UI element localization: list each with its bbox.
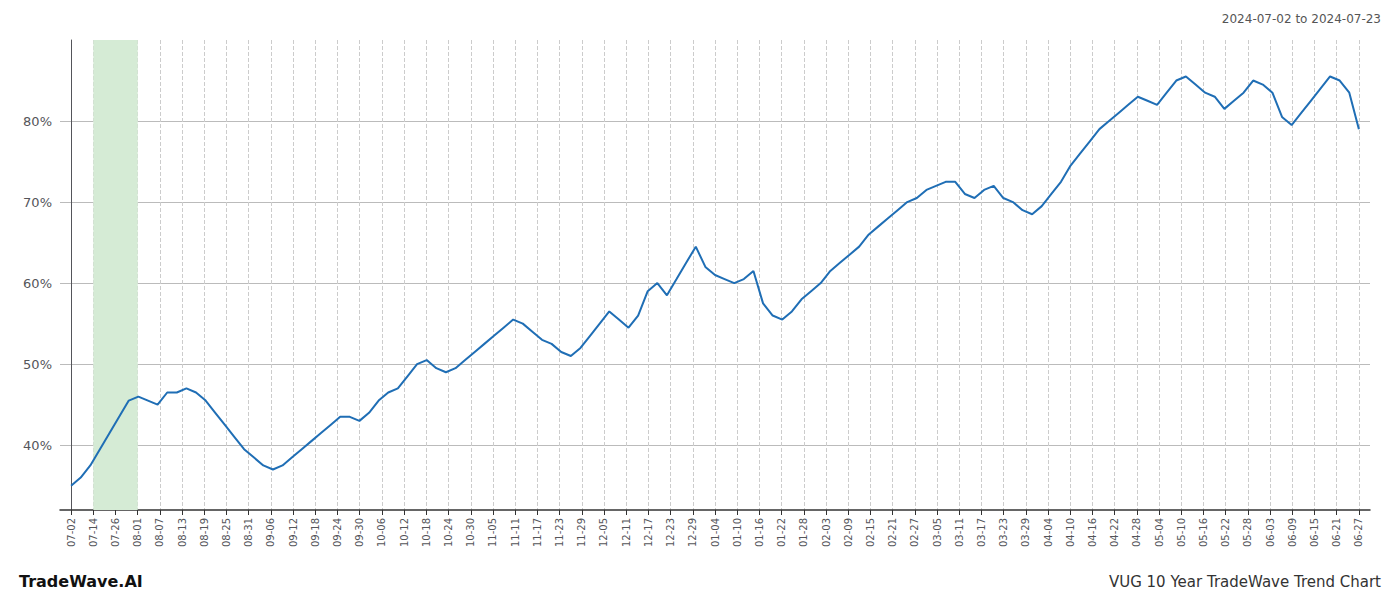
svg-text:04-22: 04-22 — [1109, 518, 1120, 547]
svg-text:10-30: 10-30 — [465, 518, 476, 547]
svg-text:05-22: 05-22 — [1220, 518, 1231, 547]
svg-text:12-17: 12-17 — [643, 518, 654, 547]
svg-text:03-23: 03-23 — [998, 518, 1009, 547]
svg-text:02-03: 02-03 — [821, 518, 832, 547]
svg-text:01-04: 01-04 — [710, 518, 721, 547]
svg-text:60%: 60% — [23, 276, 52, 291]
svg-text:06-03: 06-03 — [1265, 518, 1276, 547]
svg-text:11-29: 11-29 — [576, 518, 587, 547]
svg-text:02-27: 02-27 — [909, 518, 920, 547]
svg-text:04-28: 04-28 — [1131, 518, 1142, 547]
svg-text:09-18: 09-18 — [310, 518, 321, 547]
svg-text:06-27: 06-27 — [1353, 518, 1364, 547]
svg-text:07-02: 07-02 — [66, 518, 77, 547]
svg-text:08-31: 08-31 — [243, 518, 254, 547]
svg-text:10-18: 10-18 — [421, 518, 432, 547]
svg-text:40%: 40% — [23, 438, 52, 453]
svg-text:05-10: 05-10 — [1176, 518, 1187, 547]
svg-text:11-17: 11-17 — [532, 518, 543, 547]
svg-text:10-06: 10-06 — [376, 518, 387, 547]
svg-text:2024-07-02 to 2024-07-23: 2024-07-02 to 2024-07-23 — [1222, 12, 1381, 26]
svg-text:11-05: 11-05 — [487, 518, 498, 547]
svg-text:02-15: 02-15 — [865, 518, 876, 547]
svg-text:09-06: 09-06 — [265, 518, 276, 547]
svg-text:80%: 80% — [23, 114, 52, 129]
svg-text:01-28: 01-28 — [798, 518, 809, 547]
svg-text:09-12: 09-12 — [288, 518, 299, 547]
svg-text:07-26: 07-26 — [110, 518, 121, 547]
svg-text:05-16: 05-16 — [1198, 518, 1209, 547]
svg-text:01-16: 01-16 — [754, 518, 765, 547]
svg-text:06-21: 06-21 — [1331, 518, 1342, 547]
svg-text:05-04: 05-04 — [1154, 518, 1165, 547]
svg-text:10-24: 10-24 — [443, 518, 454, 547]
svg-text:11-23: 11-23 — [554, 518, 565, 547]
svg-text:12-23: 12-23 — [665, 518, 676, 547]
svg-text:03-17: 03-17 — [976, 518, 987, 547]
svg-text:08-07: 08-07 — [154, 518, 165, 547]
svg-text:01-22: 01-22 — [776, 518, 787, 547]
svg-text:06-15: 06-15 — [1309, 518, 1320, 547]
svg-text:03-11: 03-11 — [954, 518, 965, 547]
svg-text:12-29: 12-29 — [687, 518, 698, 547]
svg-text:01-10: 01-10 — [732, 518, 743, 547]
svg-text:VUG 10 Year TradeWave Trend Ch: VUG 10 Year TradeWave Trend Chart — [1109, 573, 1381, 591]
svg-text:08-01: 08-01 — [132, 518, 143, 547]
svg-text:70%: 70% — [23, 195, 52, 210]
svg-text:09-30: 09-30 — [354, 518, 365, 547]
svg-text:10-12: 10-12 — [399, 518, 410, 547]
svg-text:50%: 50% — [23, 357, 52, 372]
svg-text:08-13: 08-13 — [177, 518, 188, 547]
svg-text:12-05: 12-05 — [598, 518, 609, 547]
svg-text:02-21: 02-21 — [887, 518, 898, 547]
svg-text:02-09: 02-09 — [843, 518, 854, 547]
svg-text:04-10: 04-10 — [1065, 518, 1076, 547]
svg-text:08-25: 08-25 — [221, 518, 232, 547]
svg-text:11-11: 11-11 — [510, 518, 521, 547]
svg-text:12-11: 12-11 — [621, 518, 632, 547]
svg-text:05-28: 05-28 — [1242, 518, 1253, 547]
svg-text:TradeWave.AI: TradeWave.AI — [19, 572, 143, 591]
svg-text:03-29: 03-29 — [1020, 518, 1031, 547]
svg-text:08-19: 08-19 — [199, 518, 210, 547]
svg-text:04-16: 04-16 — [1087, 518, 1098, 547]
svg-text:04-04: 04-04 — [1043, 518, 1054, 547]
svg-text:07-14: 07-14 — [88, 518, 99, 547]
svg-text:09-24: 09-24 — [332, 518, 343, 547]
svg-text:06-09: 06-09 — [1287, 518, 1298, 547]
svg-text:03-05: 03-05 — [932, 518, 943, 547]
